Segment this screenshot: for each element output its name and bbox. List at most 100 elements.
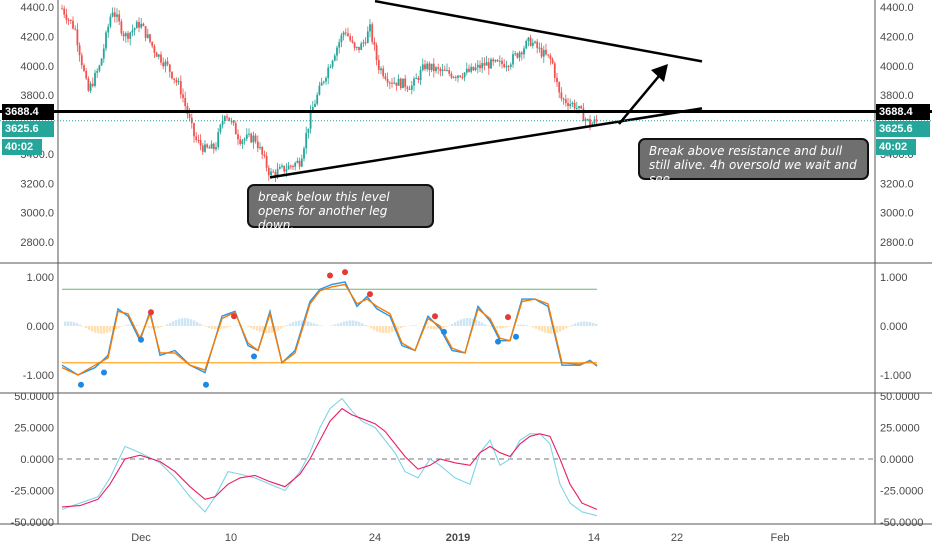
candle xyxy=(281,165,283,167)
osc-histogram-bar xyxy=(229,326,232,327)
candle xyxy=(195,136,198,140)
osc-histogram-bar xyxy=(295,321,298,326)
candle xyxy=(560,92,563,99)
osc-histogram-bar xyxy=(415,325,418,326)
price-tick-left: 3000.0 xyxy=(20,208,54,220)
mom-tick-right: -50.0000 xyxy=(880,517,923,529)
osc-histogram-bar xyxy=(496,326,499,329)
candle xyxy=(549,55,552,60)
candle xyxy=(219,124,222,133)
candle xyxy=(179,81,182,95)
candle xyxy=(437,67,440,69)
candle xyxy=(67,19,70,21)
osc-histogram-bar xyxy=(118,326,121,328)
osc-histogram-bar xyxy=(436,326,439,330)
time-tick: 10 xyxy=(225,532,237,544)
last-price-label-right: 3625.6 xyxy=(876,120,930,137)
osc-histogram-bar xyxy=(412,325,415,326)
resistance-price-label-right: 3688.4 xyxy=(876,103,930,120)
osc-histogram-bar xyxy=(586,321,589,326)
candle xyxy=(102,48,105,59)
osc-histogram-bar xyxy=(550,326,553,334)
candle xyxy=(344,32,347,34)
osc-histogram-bar xyxy=(151,326,154,329)
osc-histogram-bar xyxy=(142,326,145,327)
candle xyxy=(492,59,495,62)
candle xyxy=(309,110,312,129)
candle xyxy=(408,88,411,90)
osc-histogram-bar xyxy=(253,326,256,330)
osc-histogram-bar xyxy=(376,326,379,332)
candle xyxy=(479,64,481,69)
candle xyxy=(212,143,215,150)
osc-histogram-bar xyxy=(316,324,319,326)
candle xyxy=(556,77,558,83)
osc-histogram-bar xyxy=(469,318,472,326)
candle xyxy=(369,24,371,32)
osc-histogram-bar xyxy=(211,326,214,329)
candle xyxy=(558,82,561,93)
candle xyxy=(294,162,297,167)
candle xyxy=(298,160,301,167)
osc-histogram-bar xyxy=(523,324,526,326)
countdown-label-left: 40:02 xyxy=(2,138,42,155)
candle xyxy=(122,33,125,37)
candle xyxy=(417,77,420,80)
osc-histogram-bar xyxy=(346,320,349,326)
time-tick: Dec xyxy=(131,532,151,544)
candle xyxy=(182,94,184,99)
resistance-price-label-left: 3688.4 xyxy=(2,103,54,120)
candle xyxy=(393,82,396,84)
candle xyxy=(61,8,63,10)
time-tick: Feb xyxy=(771,532,790,544)
osc-histogram-bar xyxy=(250,326,253,329)
price-tick-right: 3800.0 xyxy=(880,90,914,102)
osc-histogram-bar xyxy=(391,326,394,332)
osc-histogram-bar xyxy=(382,326,385,334)
candle xyxy=(578,106,580,109)
candle xyxy=(538,47,541,49)
osc-histogram-bar xyxy=(310,322,313,326)
osc-histogram-bar xyxy=(583,321,586,326)
osc-histogram-bar xyxy=(160,326,163,328)
price-tick-left: 3200.0 xyxy=(20,178,54,190)
time-tick: 24 xyxy=(369,532,381,544)
candle xyxy=(540,47,543,57)
osc-histogram-bar xyxy=(85,326,88,329)
mom-tick-right: 0.0000 xyxy=(880,454,914,466)
osc-histogram-bar xyxy=(460,319,463,326)
arrow-shaft xyxy=(618,69,665,125)
osc-histogram-bar xyxy=(313,323,316,326)
candle xyxy=(573,102,576,109)
candle xyxy=(74,28,77,30)
osc-histogram-bar xyxy=(577,322,580,326)
candle xyxy=(274,172,277,177)
candle xyxy=(582,108,585,122)
osc-histogram-bar xyxy=(181,318,184,326)
candle xyxy=(553,63,556,78)
candle xyxy=(250,133,253,143)
candle xyxy=(193,123,195,137)
candle xyxy=(135,21,138,29)
osc-histogram-bar xyxy=(568,326,571,327)
candle xyxy=(239,139,242,145)
mom-series-line-1 xyxy=(61,407,598,510)
osc-histogram-bar xyxy=(214,326,217,330)
candle xyxy=(259,146,261,149)
candle xyxy=(413,78,415,86)
candle xyxy=(494,59,497,62)
osc-histogram-bar xyxy=(154,326,157,329)
candle xyxy=(289,165,292,167)
price-tick-right: 4000.0 xyxy=(880,61,914,73)
osc-histogram-bar xyxy=(280,326,283,329)
osc-histogram-bar xyxy=(457,320,460,326)
osc-histogram-bar xyxy=(88,326,91,330)
osc-histogram-bar xyxy=(520,324,523,326)
osc-histogram-bar xyxy=(247,326,250,327)
candle xyxy=(206,144,209,148)
candle xyxy=(512,54,514,65)
candle xyxy=(476,64,479,68)
candle xyxy=(426,63,429,70)
candle xyxy=(547,54,550,56)
osc-histogram-bar xyxy=(172,321,175,326)
